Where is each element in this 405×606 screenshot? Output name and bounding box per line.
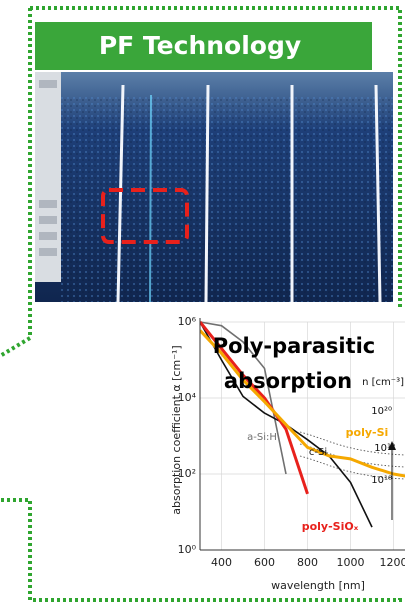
carrier-level: 10²⁰ <box>371 406 392 417</box>
slide: PF Technology 10⁰10²10⁴10⁶40060080010001… <box>0 0 405 606</box>
series-label: a-Si:H <box>247 432 277 443</box>
carrier-level: 10¹⁸ <box>371 475 392 486</box>
y-tick-label: 10⁶ <box>178 315 197 328</box>
x-tick-label: 600 <box>254 556 275 569</box>
x-tick-label: 400 <box>211 556 232 569</box>
x-tick-label: 1200 <box>380 556 405 569</box>
series-label: c-Si <box>309 447 327 458</box>
x-tick-label: 800 <box>297 556 318 569</box>
carrier-title: n [cm⁻³] <box>362 377 404 388</box>
x-axis-label: wavelength [nm] <box>271 579 365 592</box>
overlay-text: absorption <box>224 369 352 393</box>
slide-title: PF Technology <box>99 31 301 60</box>
photo <box>35 72 393 302</box>
carrier-level: 10¹⁹ <box>374 443 395 454</box>
page: {"header": {"title": "PF Technology"}, "… <box>0 0 405 606</box>
y-tick-label: 10⁰ <box>178 543 197 556</box>
y-axis-label: absorption coefficient α [cm⁻¹] <box>170 345 183 514</box>
series-label: poly-Si <box>346 426 389 439</box>
x-tick-label: 1000 <box>337 556 365 569</box>
series-label: poly-SiOₓ <box>302 520 359 533</box>
overlay-text: Poly-parasitic <box>213 334 376 358</box>
